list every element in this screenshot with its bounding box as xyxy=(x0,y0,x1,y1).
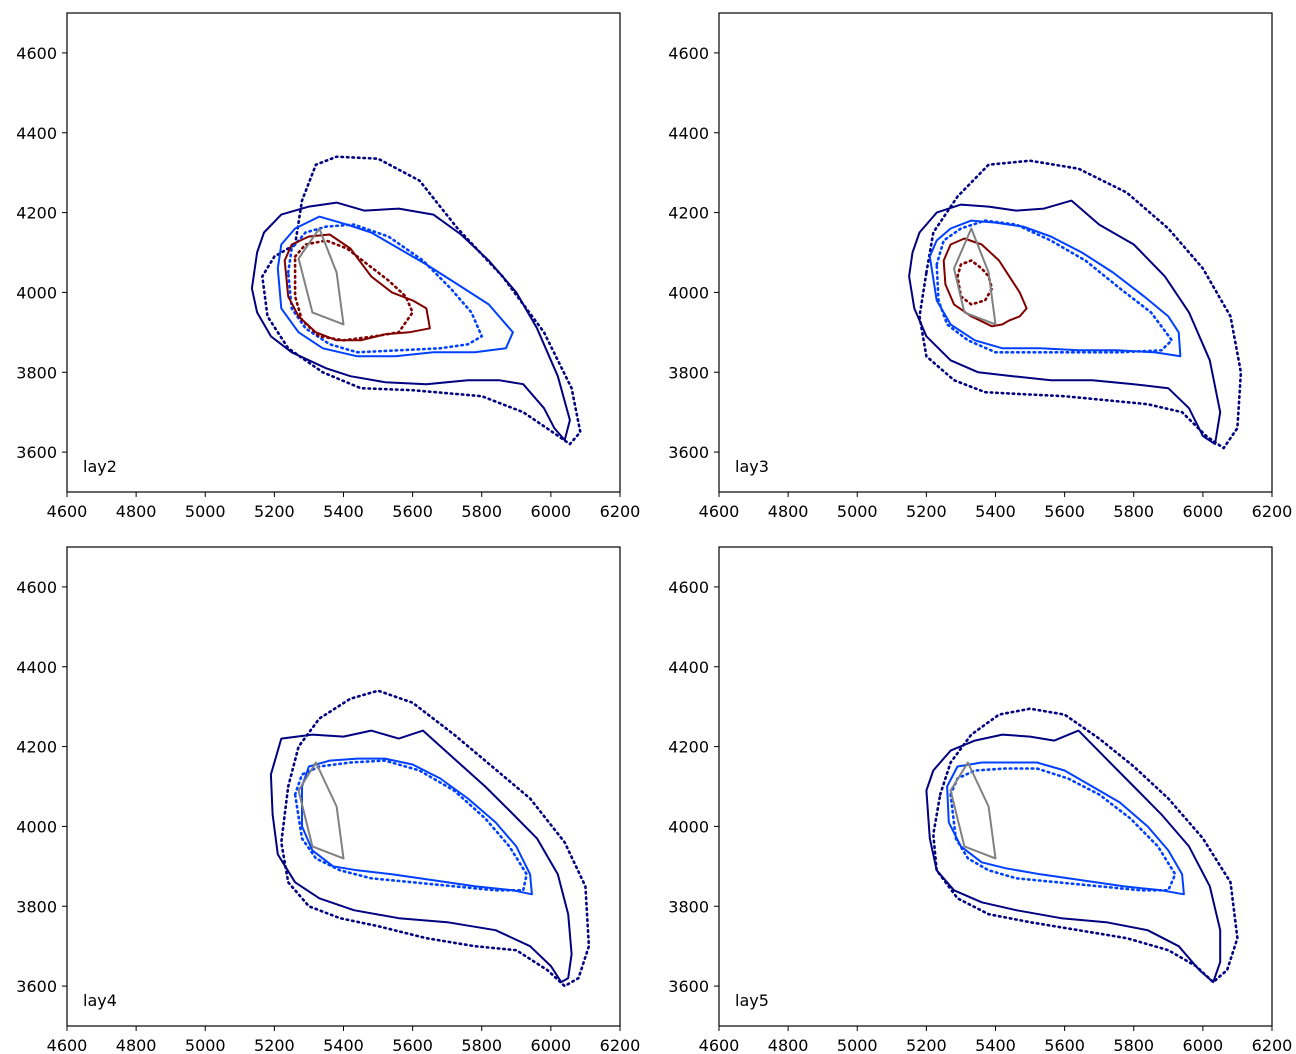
x-tick-label: 5400 xyxy=(323,502,364,521)
y-tick-label: 4000 xyxy=(16,283,57,302)
contour-line-2 xyxy=(949,767,1177,892)
x-tick-label: 5200 xyxy=(906,502,947,521)
chart-panel-lay5: 4600 4800 5000 5200 5400 5600 5800 6000 6200 3600… xyxy=(668,546,1293,1054)
axes-frame xyxy=(718,546,1273,1027)
x-tick-label: 6200 xyxy=(1252,502,1293,521)
contour-line-0 xyxy=(279,689,591,988)
x-tick-label: 5800 xyxy=(1113,502,1154,521)
panel-label: lay2 xyxy=(83,457,117,476)
y-tick-label: 3600 xyxy=(16,977,57,996)
x-tick-label: 5200 xyxy=(906,1036,947,1054)
y-tick-label: 4200 xyxy=(668,204,709,223)
x-tick-label: 6200 xyxy=(1252,1036,1293,1054)
x-tick-label: 4800 xyxy=(116,1036,157,1054)
x-tick-label: 5600 xyxy=(392,1036,433,1054)
x-tick-label: 5800 xyxy=(461,1036,502,1054)
series-group xyxy=(908,159,1243,450)
x-tick-label: 5400 xyxy=(323,1036,364,1054)
y-tick-label: 4600 xyxy=(668,44,709,63)
contour-line-1 xyxy=(925,729,1222,984)
y-tick-label: 3600 xyxy=(668,977,709,996)
contour-line-2 xyxy=(293,759,529,892)
x-tick-label: 6200 xyxy=(600,502,641,521)
contour-line-2 xyxy=(935,219,1174,354)
y-tick-label: 4400 xyxy=(16,124,57,143)
x-tick-label: 5200 xyxy=(254,1036,295,1054)
panel-label: lay4 xyxy=(83,991,117,1010)
x-tick-label: 5600 xyxy=(1044,1036,1085,1054)
y-tick-label: 4400 xyxy=(668,124,709,143)
y-tick-label: 4200 xyxy=(16,738,57,757)
chart-panel-lay3: 4600 4800 5000 5200 5400 5600 5800 6000 6200 3600… xyxy=(668,12,1293,521)
chart-panel-lay2: 4600 4800 5000 5200 5400 5600 5800 6000 6200 3600… xyxy=(16,12,641,521)
x-tick-label: 5800 xyxy=(1113,1036,1154,1054)
y-tick-label: 3800 xyxy=(16,363,57,382)
contour-line-4 xyxy=(956,259,994,306)
contour-line-6 xyxy=(953,227,997,326)
y-tick-label: 3800 xyxy=(16,897,57,916)
x-tick-label: 6000 xyxy=(1183,1036,1224,1054)
contour-line-3 xyxy=(301,757,533,896)
y-tick-label: 4000 xyxy=(16,817,57,836)
x-tick-label: 5000 xyxy=(837,1036,878,1054)
x-tick-label: 4800 xyxy=(116,502,157,521)
x-tick-label: 5200 xyxy=(254,502,295,521)
y-tick-label: 4000 xyxy=(668,817,709,836)
y-tick-label: 3800 xyxy=(668,363,709,382)
contour-line-0 xyxy=(260,155,582,446)
x-tick-label: 5400 xyxy=(975,502,1016,521)
contour-line-1 xyxy=(250,201,571,442)
contour-line-3 xyxy=(928,219,1182,358)
y-tick-label: 4000 xyxy=(668,283,709,302)
contour-line-4 xyxy=(297,761,345,860)
contour-line-0 xyxy=(918,159,1243,450)
y-tick-label: 3800 xyxy=(668,897,709,916)
contour-line-1 xyxy=(908,199,1222,446)
y-tick-label: 3600 xyxy=(668,443,709,462)
x-tick-label: 4600 xyxy=(699,502,740,521)
contour-line-3 xyxy=(946,761,1185,896)
y-tick-label: 4600 xyxy=(16,578,57,597)
y-tick-label: 4600 xyxy=(16,44,57,63)
x-tick-label: 6000 xyxy=(1183,502,1224,521)
panel-label: lay5 xyxy=(735,991,769,1010)
x-tick-label: 5000 xyxy=(837,502,878,521)
x-tick-label: 5600 xyxy=(392,502,433,521)
series-group xyxy=(925,707,1239,984)
contour-line-5 xyxy=(942,237,1028,328)
y-tick-label: 4400 xyxy=(668,658,709,677)
contour-line-0 xyxy=(931,707,1239,984)
y-tick-label: 3600 xyxy=(16,443,57,462)
x-tick-label: 4600 xyxy=(699,1036,740,1054)
y-tick-label: 4200 xyxy=(668,738,709,757)
y-tick-label: 4200 xyxy=(16,204,57,223)
contour-line-3 xyxy=(276,215,514,358)
series-group xyxy=(250,155,582,446)
x-tick-label: 5000 xyxy=(185,1036,226,1054)
contour-line-5 xyxy=(283,233,431,342)
x-tick-label: 5000 xyxy=(185,502,226,521)
x-tick-label: 6000 xyxy=(531,502,572,521)
x-tick-label: 5800 xyxy=(461,502,502,521)
contour-line-6 xyxy=(297,227,345,326)
x-tick-label: 5400 xyxy=(975,1036,1016,1054)
contour-line-4 xyxy=(293,239,414,342)
series-group xyxy=(269,689,591,988)
x-tick-label: 4600 xyxy=(47,1036,88,1054)
contour-line-1 xyxy=(269,729,573,984)
x-tick-label: 6000 xyxy=(531,1036,572,1054)
chart-panel-lay4: 4600 4800 5000 5200 5400 5600 5800 6000 6200 3600… xyxy=(16,546,641,1054)
contour-line-4 xyxy=(949,761,997,860)
x-tick-label: 5600 xyxy=(1044,502,1085,521)
panel-label: lay3 xyxy=(735,457,769,476)
y-tick-label: 4600 xyxy=(668,578,709,597)
y-tick-label: 4400 xyxy=(16,658,57,677)
x-tick-label: 4800 xyxy=(768,1036,809,1054)
axes-frame xyxy=(66,12,621,493)
x-tick-label: 4600 xyxy=(47,502,88,521)
contour-line-2 xyxy=(286,223,484,354)
x-tick-label: 6200 xyxy=(600,1036,641,1054)
x-tick-label: 4800 xyxy=(768,502,809,521)
